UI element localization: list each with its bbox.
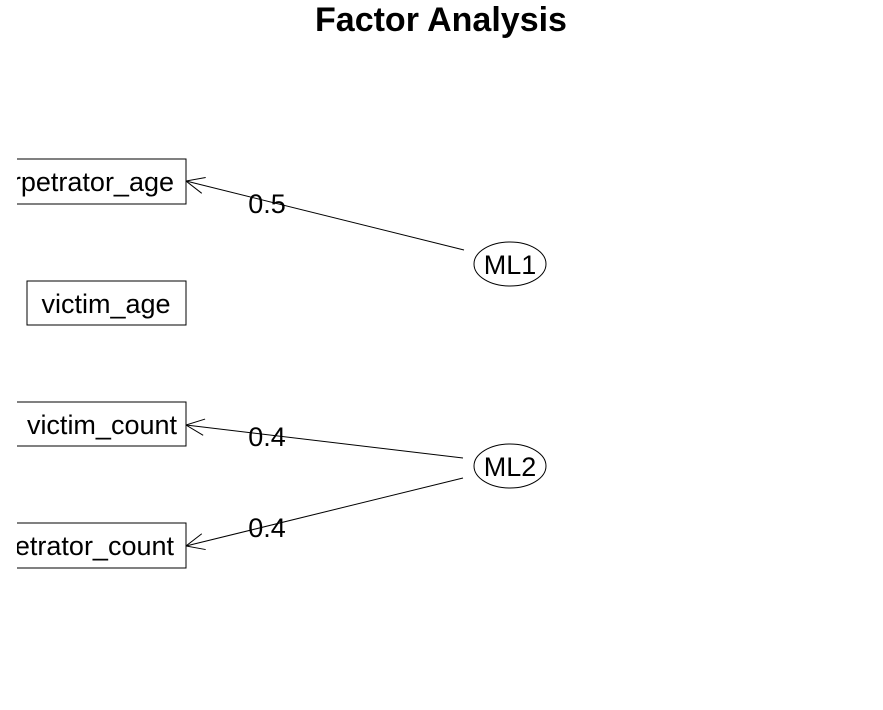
- edge-ml1-perpetrator-age: [185, 180, 465, 251]
- variable-node-perpetrator-age: perpetrator_age: [0, 158, 187, 205]
- variable-node-victim-count: victim_count: [17, 401, 187, 447]
- factor-label-ml1: ML1: [484, 250, 537, 280]
- variable-label-victim-age: victim_age: [41, 289, 170, 319]
- factor-ellipse-ml2: [473, 443, 547, 489]
- variable-nodes: perpetrator_age victim_age victim_count …: [0, 158, 187, 569]
- variable-label-perpetrator-age: perpetrator_age: [0, 167, 174, 197]
- factor-node-ml2: ML2: [473, 443, 547, 489]
- variable-box-perpetrator-count: [17, 522, 187, 569]
- edge-ml2-victim-count: [185, 424, 464, 459]
- loading-labels: 0.5 0.4 0.4: [248, 189, 286, 543]
- variable-box-victim-count: [17, 401, 187, 447]
- loading-label-ml2-perpetrator-count: 0.4: [248, 513, 286, 543]
- variable-box-perpetrator-age: [17, 158, 187, 205]
- factor-nodes: ML1 ML2: [473, 241, 547, 489]
- variable-node-perpetrator-count: perpetrator_count: [0, 522, 187, 569]
- loading-label-ml2-victim-count: 0.4: [248, 422, 286, 452]
- variable-label-perpetrator-count: perpetrator_count: [0, 531, 174, 561]
- factor-ellipse-ml1: [473, 241, 547, 287]
- variable-box-victim-age: [26, 280, 187, 326]
- loading-label-ml1-perpetrator-age: 0.5: [248, 189, 286, 219]
- factor-label-ml2: ML2: [484, 452, 537, 482]
- edge-ml2-perpetrator-count: [185, 477, 464, 547]
- factor-node-ml1: ML1: [473, 241, 547, 287]
- loading-edges: [184, 176, 465, 551]
- variable-label-victim-count: victim_count: [27, 410, 178, 440]
- variable-node-victim-age: victim_age: [26, 280, 187, 326]
- diagram-title: Factor Analysis: [315, 1, 567, 39]
